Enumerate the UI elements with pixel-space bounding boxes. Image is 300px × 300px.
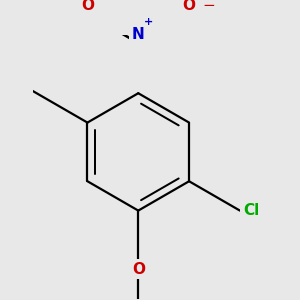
- Text: O: O: [132, 262, 145, 277]
- Text: O: O: [183, 0, 196, 13]
- Text: −: −: [202, 0, 215, 13]
- Text: Cl: Cl: [243, 203, 259, 218]
- Text: +: +: [144, 16, 154, 27]
- Text: O: O: [81, 0, 94, 13]
- Text: N: N: [132, 27, 145, 42]
